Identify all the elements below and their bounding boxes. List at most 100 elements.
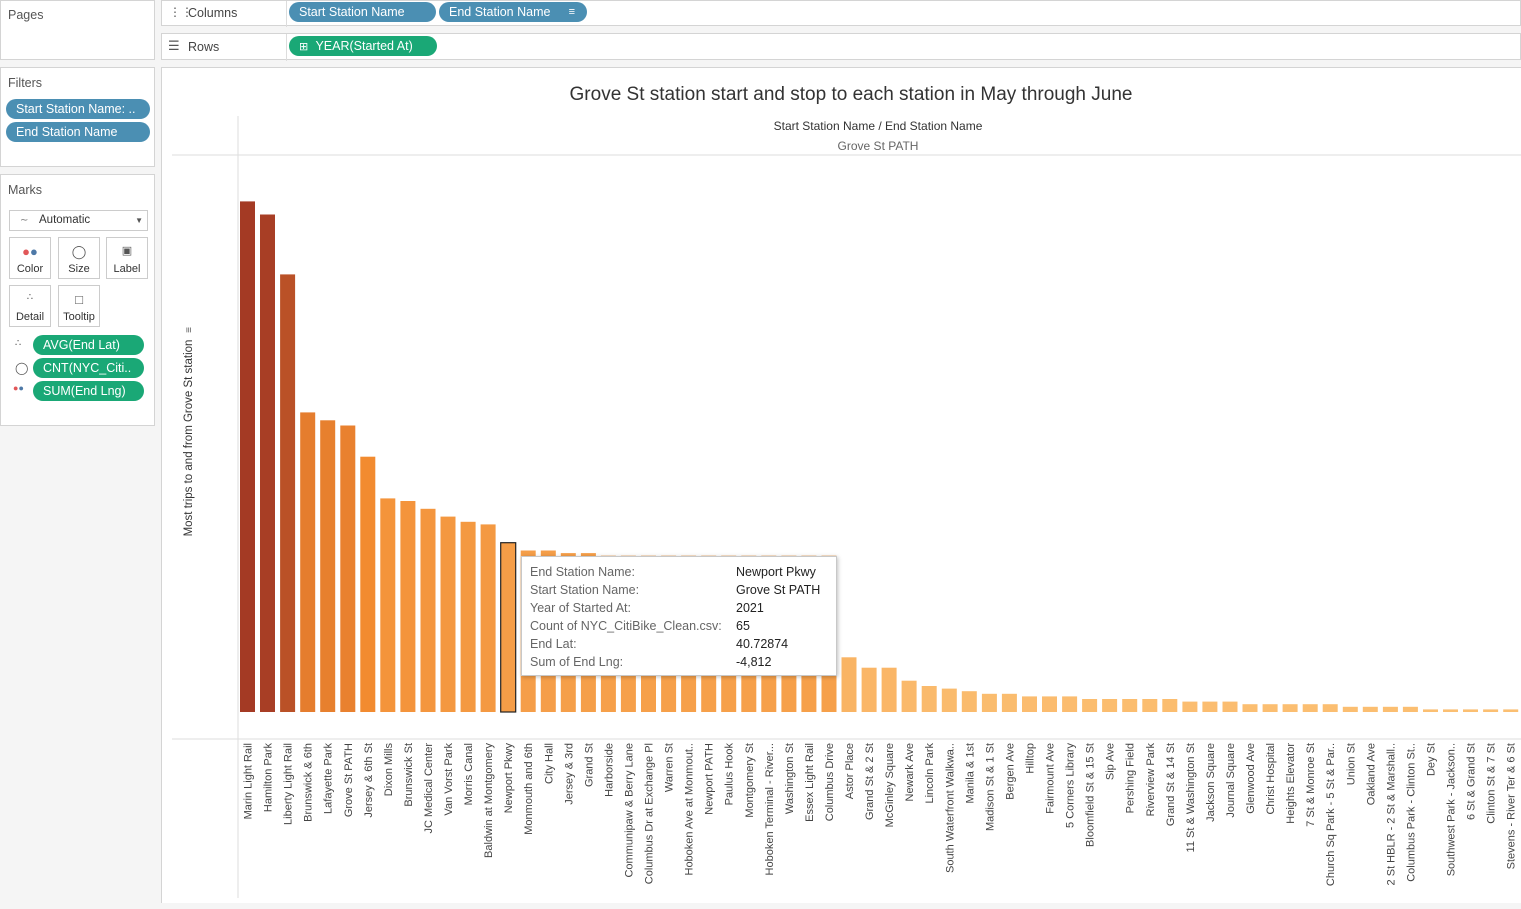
bar[interactable] [881, 667, 897, 712]
y-axis-sort-icon[interactable]: ≡ [184, 327, 195, 333]
x-tick-label: Warren St [664, 743, 676, 792]
bar[interactable] [420, 508, 436, 712]
filter-start-station[interactable]: Start Station Name: .. [6, 99, 150, 119]
chart-title: Grove St station start and stop to each … [570, 84, 1133, 105]
bar[interactable] [380, 498, 396, 712]
tooltip-button[interactable]: □ Tooltip [58, 285, 100, 327]
color-button[interactable]: ●● Color [9, 237, 51, 279]
columns-pill-start-station[interactable]: Start Station Name [289, 2, 436, 22]
bar[interactable] [1142, 699, 1158, 712]
bar[interactable] [260, 214, 275, 713]
bar[interactable] [300, 412, 316, 712]
chart-area: Grove St station start and stop to each … [161, 67, 1521, 903]
bar[interactable] [1362, 706, 1378, 712]
bar[interactable] [1001, 693, 1017, 712]
x-tick-label: Hoboken Terminal - River... [764, 743, 776, 875]
x-tick-label: Heights Elevator [1285, 743, 1297, 824]
bar[interactable] [1202, 701, 1218, 712]
bar[interactable] [1402, 706, 1418, 712]
sort-descending-icon[interactable]: ≡ [568, 6, 575, 18]
marks-pill-sum-end-lng[interactable]: SUM(End Lng) [33, 381, 144, 401]
bar[interactable] [1322, 704, 1338, 712]
bar[interactable] [1022, 696, 1037, 712]
bar[interactable] [1282, 704, 1298, 712]
bar[interactable] [1122, 699, 1138, 712]
columns-pill-end-station[interactable]: End Station Name ≡ [439, 2, 587, 22]
bar[interactable] [1262, 704, 1278, 712]
x-tick-label: Essex Light Rail [804, 743, 816, 822]
x-tick-label: Glenwood Ave [1245, 743, 1257, 814]
columns-icon: ⋮⋮ [169, 5, 193, 19]
bar[interactable] [1302, 704, 1318, 712]
bar[interactable] [901, 680, 917, 712]
x-tick-label: Jersey & 6th St [363, 743, 375, 818]
bar[interactable] [1443, 709, 1458, 712]
bar[interactable] [1483, 709, 1499, 712]
bar[interactable] [1503, 709, 1519, 712]
size-button[interactable]: ◯ Size [58, 237, 100, 279]
color-icon: ●● [22, 244, 38, 259]
x-tick-label: Harborside [603, 743, 615, 797]
label-button[interactable]: ▣ Label [106, 237, 148, 279]
bar[interactable] [1182, 701, 1198, 712]
bar[interactable] [1342, 706, 1358, 712]
tooltip-key: Start Station Name: [530, 583, 640, 597]
bar[interactable] [1463, 709, 1478, 712]
bar[interactable] [1042, 696, 1057, 712]
bar[interactable] [320, 420, 336, 712]
x-tick-label: Sip Ave [1105, 743, 1117, 780]
filter-end-station[interactable]: End Station Name [6, 122, 150, 142]
x-tick-label: Union St [1345, 743, 1357, 785]
x-tick-label: Madison St & 1 St [984, 743, 996, 831]
expand-icon[interactable]: ⊞ [299, 41, 309, 53]
bar[interactable] [500, 542, 517, 713]
size-small-icon: ◯ [15, 361, 29, 375]
x-tick-label: Paulus Hook [724, 743, 736, 806]
bar[interactable] [1423, 709, 1438, 712]
bar[interactable] [981, 693, 997, 712]
x-tick-label: Bergen Ave [1004, 743, 1016, 800]
x-tick-label: Jersey & 3rd [563, 743, 575, 805]
x-tick-label: Manila & 1st [964, 743, 976, 804]
bar[interactable] [1082, 699, 1098, 712]
bar[interactable] [861, 667, 877, 712]
mark-type-dropdown[interactable]: ∼ Automatic ▼ [9, 210, 148, 231]
bar[interactable] [941, 688, 957, 712]
bar[interactable] [400, 501, 416, 712]
x-tick-label: Stevens - River Ter & 6 St [1506, 743, 1518, 869]
x-tick-label: Astor Place [844, 743, 856, 799]
x-tick-label: Clinton St & 7 St [1486, 743, 1498, 824]
tooltip-value: Newport Pkwy [736, 565, 816, 579]
x-tick-label: Morris Canal [463, 743, 475, 805]
rows-label: Rows [188, 40, 220, 54]
bar[interactable] [360, 456, 376, 712]
bar[interactable] [1062, 696, 1078, 712]
bar[interactable] [1242, 704, 1258, 712]
bar[interactable] [480, 524, 496, 712]
marks-pill-count[interactable]: CNT(NYC_Citi.. [33, 358, 144, 378]
x-tick-label: Brunswick St [403, 743, 415, 807]
tooltip-key: End Lat: [530, 637, 577, 651]
x-tick-label: Southwest Park - Jackson.. [1446, 743, 1458, 876]
bar[interactable] [1162, 699, 1178, 712]
rows-pill-year[interactable]: ⊞ YEAR(Started At) [289, 36, 437, 56]
x-tick-label: Pershing Field [1125, 743, 1137, 813]
color-small-icon: ●● [13, 383, 24, 393]
bar[interactable] [1102, 699, 1118, 712]
bar[interactable] [460, 521, 476, 712]
x-tick-label: Newport Pkwy [503, 743, 515, 814]
tooltip-value: -4,812 [736, 655, 772, 669]
bar[interactable] [440, 516, 456, 712]
bar[interactable] [340, 425, 356, 713]
detail-button[interactable]: ∴ Detail [9, 285, 51, 327]
bar[interactable] [961, 691, 977, 712]
bar[interactable] [240, 201, 255, 712]
bar[interactable] [1222, 701, 1238, 712]
marks-pill-avg-end-lat[interactable]: AVG(End Lat) [33, 335, 144, 355]
x-tick-label: Marin Light Rail [243, 743, 255, 819]
x-tick-label: 7 St & Monroe St [1305, 743, 1317, 827]
bar[interactable] [1382, 706, 1398, 712]
bar[interactable] [841, 657, 857, 712]
bar[interactable] [280, 274, 296, 712]
bar[interactable] [921, 686, 937, 712]
